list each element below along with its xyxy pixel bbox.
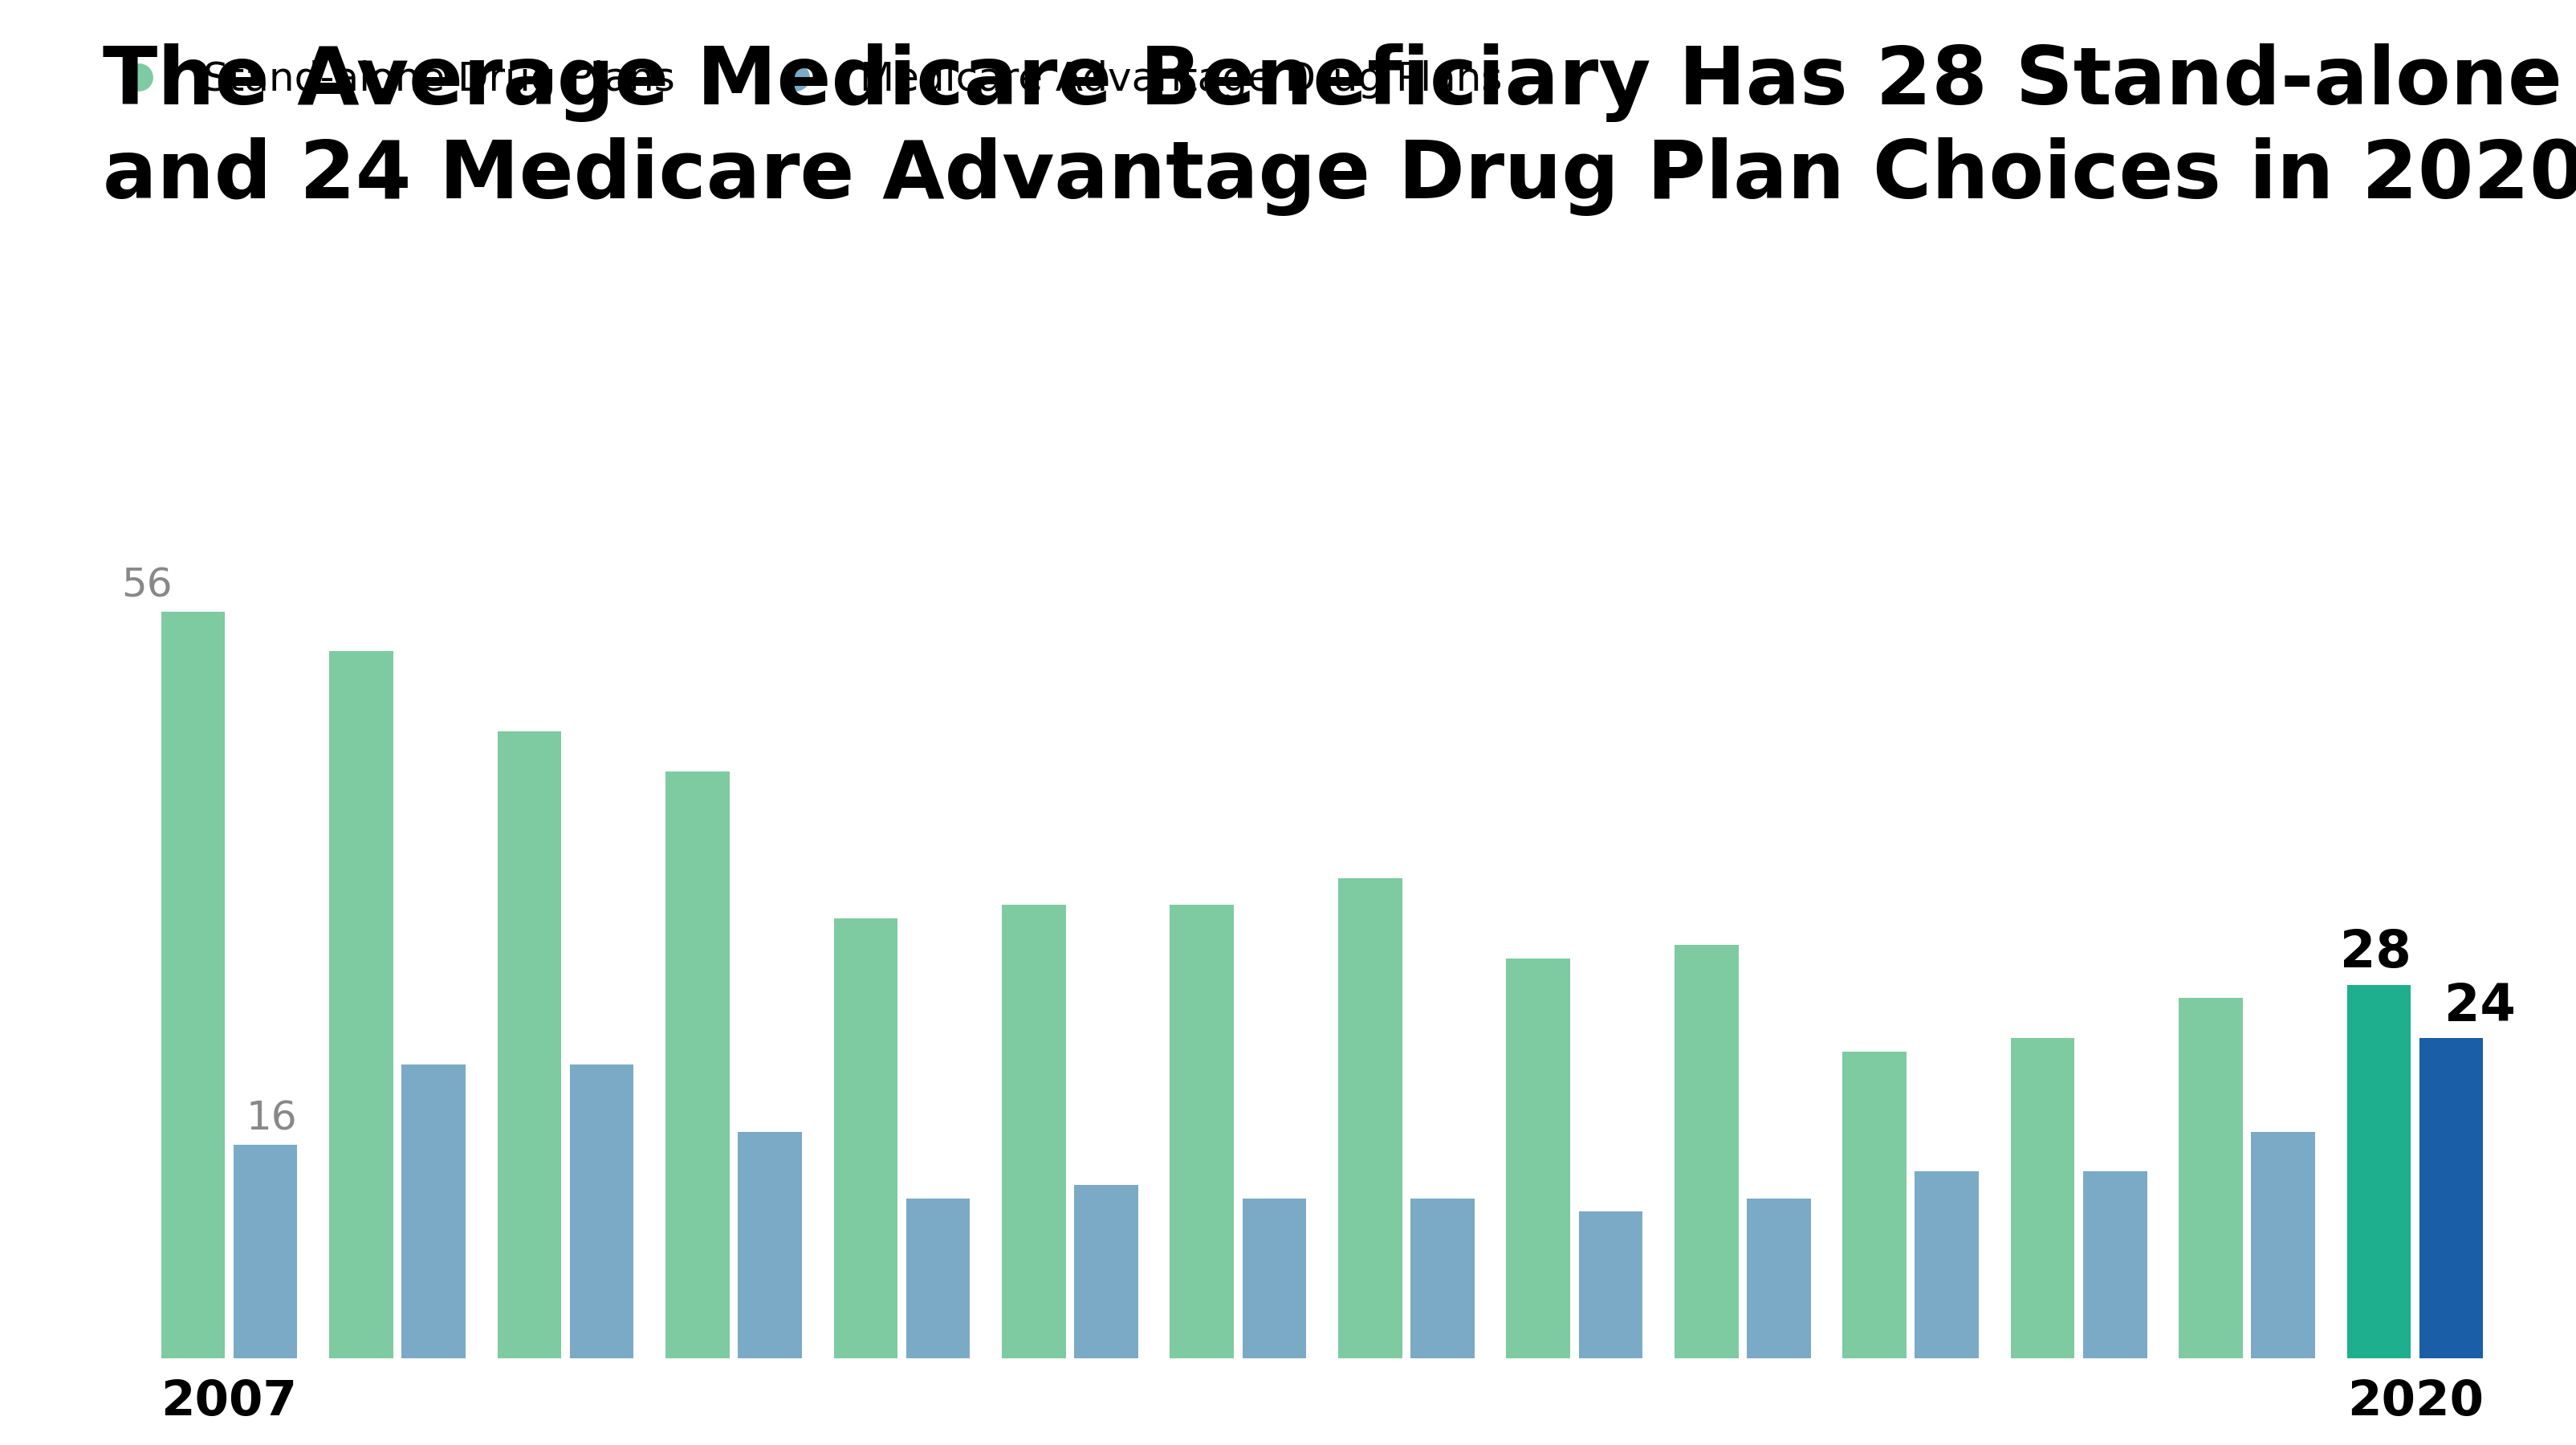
Bar: [330, 652, 394, 1358]
Bar: [1507, 958, 1571, 1358]
Bar: [2251, 1131, 2316, 1358]
Bar: [569, 1065, 634, 1358]
Bar: [1002, 905, 1066, 1358]
Text: 16: 16: [247, 1100, 296, 1139]
Bar: [2179, 998, 2244, 1358]
Bar: [835, 918, 896, 1358]
Text: 28: 28: [2339, 928, 2411, 978]
Text: The Average Medicare Beneficiary Has 28 Stand-alone
and 24 Medicare Advantage Dr: The Average Medicare Beneficiary Has 28 …: [103, 43, 2576, 215]
Bar: [1914, 1172, 1978, 1358]
Legend: Stand-alone Drug Plans, Medicare Advantage Drug Plans: Stand-alone Drug Plans, Medicare Advanta…: [98, 61, 1502, 100]
Bar: [1170, 905, 1234, 1358]
Text: 24: 24: [2445, 981, 2517, 1032]
Bar: [1337, 879, 1401, 1358]
Bar: [1842, 1052, 1906, 1358]
Bar: [402, 1065, 466, 1358]
Bar: [737, 1131, 801, 1358]
Bar: [2419, 1038, 2483, 1358]
Bar: [1412, 1198, 1473, 1358]
Bar: [234, 1144, 296, 1358]
Bar: [497, 731, 562, 1358]
Bar: [2347, 985, 2411, 1358]
Bar: [1747, 1198, 1811, 1358]
Text: 56: 56: [121, 566, 173, 604]
Bar: [1674, 945, 1739, 1358]
Bar: [1579, 1211, 1643, 1358]
Bar: [1242, 1198, 1306, 1358]
Bar: [665, 772, 729, 1358]
Bar: [2084, 1172, 2146, 1358]
Bar: [2012, 1038, 2074, 1358]
Bar: [1074, 1185, 1139, 1358]
Bar: [162, 611, 224, 1358]
Bar: [907, 1198, 971, 1358]
